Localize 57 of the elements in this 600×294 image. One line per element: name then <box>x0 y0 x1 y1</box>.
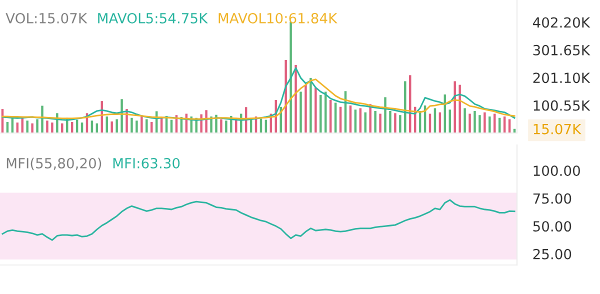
bar <box>46 120 48 133</box>
text: MAVOL5:54.75K <box>98 12 208 24</box>
bar <box>116 119 118 133</box>
bar <box>300 92 302 133</box>
bar <box>399 115 402 133</box>
y-tick-label: 301.65K <box>533 44 590 56</box>
bar <box>26 120 28 133</box>
bar <box>225 120 228 133</box>
y-tick-label: 100.00 <box>534 166 580 176</box>
text: VOL:15.07K <box>6 12 88 24</box>
bar <box>220 119 222 133</box>
bar <box>458 84 461 133</box>
y-tick-label: 75.00 <box>533 193 572 204</box>
y-tick-label: 25.00 <box>533 248 572 260</box>
line-series <box>2 78 516 120</box>
bar <box>36 119 38 133</box>
bar <box>205 110 208 133</box>
bar <box>478 115 481 133</box>
bar <box>284 60 287 133</box>
bar <box>31 123 34 133</box>
bar <box>374 110 376 133</box>
bar <box>304 84 307 133</box>
bar <box>454 81 456 133</box>
bar <box>369 104 372 133</box>
bar <box>484 112 486 133</box>
bar <box>290 22 292 133</box>
bar <box>41 106 44 133</box>
bar <box>394 113 396 133</box>
text: MAVOL10:61.84K <box>218 12 338 24</box>
text: MFI(55,80,20) <box>6 158 102 170</box>
bar <box>61 123 64 133</box>
bar <box>294 64 297 133</box>
bar <box>310 78 312 133</box>
bar <box>320 95 322 133</box>
bar <box>468 114 471 133</box>
y-tick-label: 402.20K <box>532 17 590 28</box>
bar <box>51 122 54 133</box>
y-tick-label: 50.00 <box>533 221 572 232</box>
bar <box>474 110 476 133</box>
bar <box>136 120 138 133</box>
bar <box>389 110 392 133</box>
bar <box>140 116 143 133</box>
bar <box>379 114 382 133</box>
y-tick-label: 201.10K <box>533 72 590 84</box>
bar <box>404 81 406 133</box>
bar <box>464 108 466 133</box>
text: MFI:63.30 <box>113 158 180 168</box>
bar <box>120 99 123 133</box>
bar <box>146 119 148 133</box>
bar <box>130 118 133 133</box>
y-tick-label: 15.07K <box>534 124 582 134</box>
bar <box>314 88 317 133</box>
line-series <box>2 199 516 241</box>
bar <box>384 97 386 133</box>
bar <box>110 121 113 133</box>
y-tick-label: 100.55K <box>534 100 590 111</box>
bar <box>488 116 491 133</box>
